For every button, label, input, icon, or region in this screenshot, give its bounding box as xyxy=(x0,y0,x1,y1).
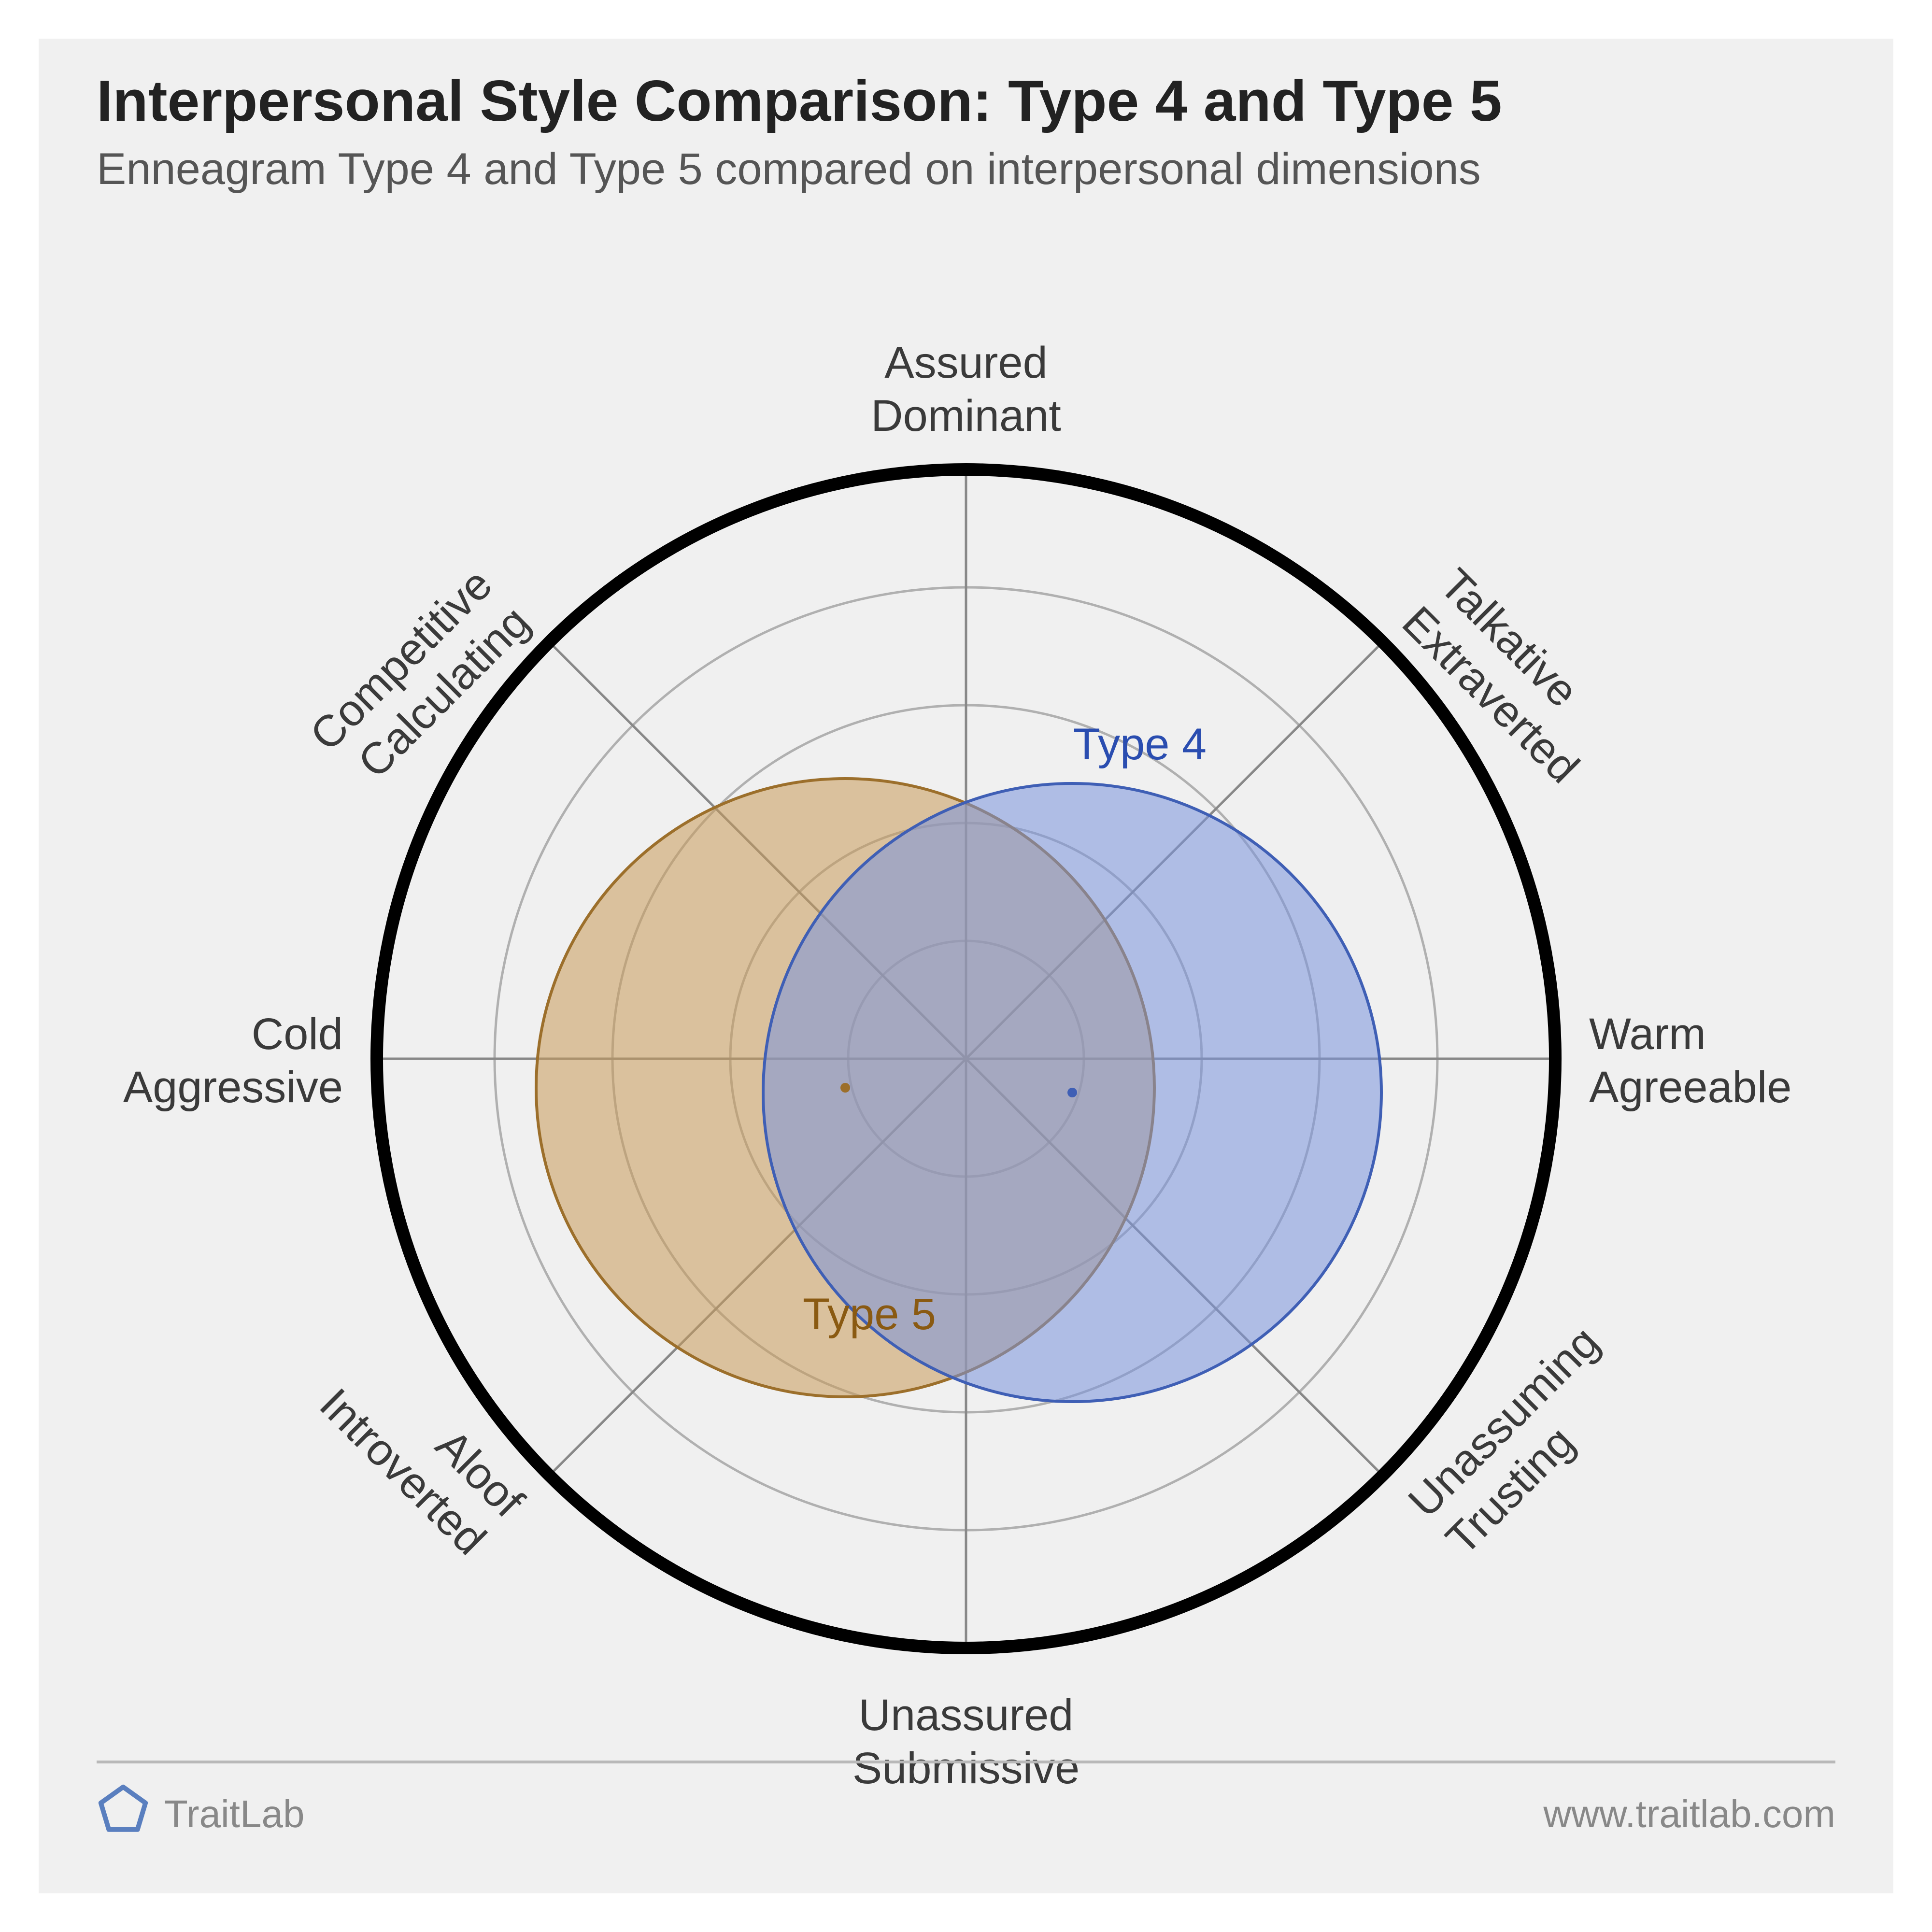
axis-label: Agreeable xyxy=(1589,1063,1791,1112)
axis-label-group: ColdAggressive xyxy=(123,1009,343,1112)
axis-label: Dominant xyxy=(871,391,1061,440)
chart-card: Interpersonal Style Comparison: Type 4 a… xyxy=(39,39,1893,1893)
brand: TraitLab xyxy=(97,1783,305,1845)
axis-label-group: UnassumingTrusting xyxy=(1399,1317,1646,1564)
axis-label: Cold xyxy=(252,1009,343,1059)
axis-label: Unassured xyxy=(859,1690,1074,1740)
axis-label-group: AssuredDominant xyxy=(871,338,1061,440)
series-label: Type 4 xyxy=(1073,720,1207,769)
footer: TraitLab www.traitlab.com xyxy=(97,1761,1835,1845)
axis-label-group: AloofIntroverted xyxy=(310,1342,533,1564)
circumplex-chart: AssuredDominant TalkativeExtraverted Warm A… xyxy=(193,286,1739,1832)
series-center-dot xyxy=(840,1083,850,1093)
title-block: Interpersonal Style Comparison: Type 4 a… xyxy=(97,68,1502,195)
brand-url: www.traitlab.com xyxy=(1543,1792,1835,1836)
series-center-dot xyxy=(1067,1088,1077,1097)
chart-title: Interpersonal Style Comparison: Type 4 a… xyxy=(97,68,1502,134)
brand-name: TraitLab xyxy=(164,1792,305,1836)
axis-label-group: TalkativeExtraverted xyxy=(1393,559,1626,793)
chart-subtitle: Enneagram Type 4 and Type 5 compared on … xyxy=(97,144,1502,195)
axis-label: Warm xyxy=(1589,1009,1706,1059)
axis-label: Assured xyxy=(884,338,1048,387)
axis-label-group: CompetitiveCalculating xyxy=(301,559,539,797)
axis-label: Aggressive xyxy=(123,1063,343,1112)
brand-logo-icon xyxy=(97,1783,150,1845)
axis-label-group: WarmAgreeable xyxy=(1589,1009,1791,1112)
series-label: Type 5 xyxy=(803,1290,936,1339)
